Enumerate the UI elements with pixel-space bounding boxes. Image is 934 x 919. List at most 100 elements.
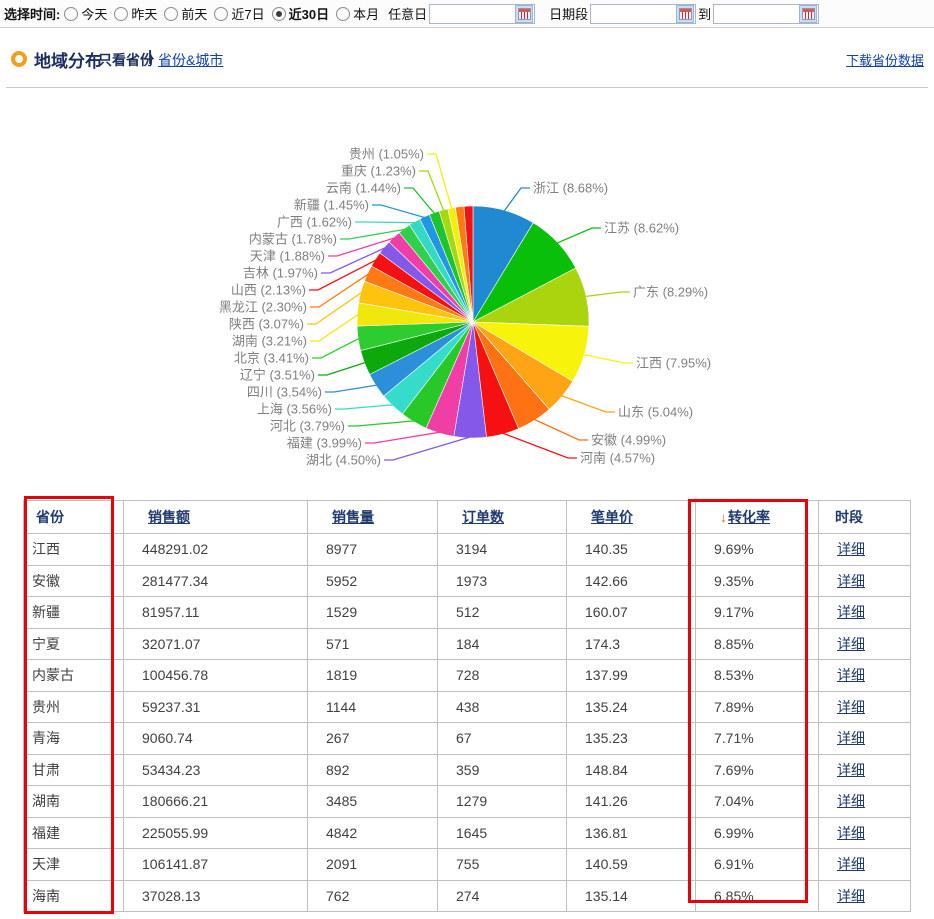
column-header-转化率[interactable]: ↓转化率 bbox=[695, 500, 819, 534]
detail-link-湖南[interactable]: 详细 bbox=[837, 793, 865, 810]
pie-label-重庆: 重庆 (1.23%) bbox=[341, 164, 416, 179]
range-from-calendar-button[interactable] bbox=[676, 4, 695, 23]
detail-link-贵州[interactable]: 详细 bbox=[837, 698, 865, 715]
detail-link-青海[interactable]: 详细 bbox=[837, 730, 865, 747]
time-radio-近7日[interactable]: 近7日 bbox=[214, 4, 265, 23]
cell-笔单价: 174.3 bbox=[566, 627, 696, 660]
cell-销售量: 4842 bbox=[307, 816, 438, 849]
cell-转化率: 9.17% bbox=[695, 596, 819, 629]
cell-销售量: 267 bbox=[307, 722, 438, 755]
table-row-青海: 青海 9060.74 267 67 135.23 7.71% 详细 bbox=[23, 722, 911, 755]
detail-link-宁夏[interactable]: 详细 bbox=[837, 635, 865, 652]
sort-link-订单数[interactable]: 订单数 bbox=[462, 509, 504, 525]
cell-订单数: 1279 bbox=[437, 785, 567, 818]
cell-detail: 详细 bbox=[818, 564, 911, 597]
cell-province: 新疆 bbox=[23, 596, 124, 629]
column-header-销售额[interactable]: 销售额 bbox=[123, 500, 308, 534]
sort-link-销售量[interactable]: 销售量 bbox=[332, 509, 374, 525]
pie-leader-line-山东 bbox=[561, 394, 615, 413]
calendar-icon bbox=[678, 7, 692, 20]
table-row-天津: 天津 106141.87 2091 755 140.59 6.91% 详细 bbox=[23, 848, 911, 881]
cell-销售额: 32071.07 bbox=[123, 627, 308, 660]
column-header-销售量[interactable]: 销售量 bbox=[307, 500, 438, 534]
column-header-订单数[interactable]: 订单数 bbox=[437, 500, 567, 534]
cell-订单数: 755 bbox=[437, 848, 567, 881]
radio-icon[interactable] bbox=[214, 6, 229, 21]
detail-link-天津[interactable]: 详细 bbox=[837, 856, 865, 873]
pie-label-内蒙古: 内蒙古 (1.78%) bbox=[249, 232, 337, 247]
pie-leader-line-天津 bbox=[328, 237, 395, 257]
download-province-data-link[interactable]: 下载省份数据 bbox=[845, 53, 924, 68]
anyday-date-input[interactable] bbox=[430, 5, 516, 22]
range-to-calendar-button[interactable] bbox=[799, 4, 818, 23]
pie-slice-other-27[interactable] bbox=[463, 205, 474, 323]
radio-icon[interactable] bbox=[164, 6, 179, 21]
cell-销售量: 1144 bbox=[307, 690, 438, 723]
cell-笔单价: 135.14 bbox=[566, 879, 696, 912]
range-from-input[interactable] bbox=[591, 5, 677, 22]
pie-leader-line-广西 bbox=[355, 221, 416, 224]
cell-detail: 详细 bbox=[818, 690, 911, 723]
pie-label-浙江: 浙江 (8.68%) bbox=[533, 181, 608, 196]
cell-笔单价: 140.59 bbox=[566, 848, 696, 881]
detail-link-海南[interactable]: 详细 bbox=[837, 887, 865, 904]
section-header: 地域分布 只看省份 | 省份&城市 下载省份数据 bbox=[0, 40, 934, 88]
cell-detail: 详细 bbox=[818, 627, 911, 660]
pie-leader-line-湖南 bbox=[310, 313, 359, 342]
radio-icon[interactable] bbox=[271, 6, 286, 21]
province-city-link[interactable]: 省份&城市 bbox=[158, 52, 224, 68]
pie-leader-line-江苏 bbox=[556, 227, 601, 244]
anyday-calendar-button[interactable] bbox=[515, 4, 534, 23]
pie-label-四川: 四川 (3.54%) bbox=[247, 385, 322, 400]
table-row-海南: 海南 37028.13 762 274 135.14 6.85% 详细 bbox=[23, 879, 911, 912]
table-header-row: 省份 销售额 销售量 订单数 笔单价 ↓转化率 时段 bbox=[23, 500, 911, 534]
cell-销售量: 8977 bbox=[307, 533, 438, 566]
pie-leader-line-北京 bbox=[312, 337, 360, 359]
cell-销售量: 5952 bbox=[307, 564, 438, 597]
pie-leader-line-吉林 bbox=[321, 247, 386, 274]
pie-label-安徽: 安徽 (4.99%) bbox=[591, 433, 666, 448]
cell-province: 甘肃 bbox=[23, 753, 124, 786]
cell-销售量: 1819 bbox=[307, 659, 438, 692]
time-radio-前天[interactable]: 前天 bbox=[164, 4, 207, 23]
pie-label-北京: 北京 (3.41%) bbox=[234, 351, 309, 366]
time-radio-label: 昨天 bbox=[131, 7, 158, 22]
cell-订单数: 1973 bbox=[437, 564, 567, 597]
cell-销售量: 2091 bbox=[307, 848, 438, 881]
cell-销售额: 180666.21 bbox=[123, 785, 308, 818]
column-header-笔单价[interactable]: 笔单价 bbox=[566, 500, 696, 534]
sort-link-转化率[interactable]: 转化率 bbox=[728, 509, 770, 525]
detail-link-安徽[interactable]: 详细 bbox=[837, 572, 865, 589]
time-radio-昨天[interactable]: 昨天 bbox=[114, 4, 157, 23]
time-radio-近30日[interactable]: 近30日 bbox=[271, 4, 329, 23]
detail-link-福建[interactable]: 详细 bbox=[837, 824, 865, 841]
sort-link-笔单价[interactable]: 笔单价 bbox=[591, 509, 633, 525]
radio-icon[interactable] bbox=[64, 6, 79, 21]
pie-label-云南: 云南 (1.44%) bbox=[326, 181, 401, 196]
radio-icon[interactable] bbox=[336, 6, 351, 21]
view-provinces-only-tab[interactable]: 只看省份 bbox=[98, 52, 154, 68]
range-to-input[interactable] bbox=[714, 5, 800, 22]
anyday-picker: 任意日 bbox=[386, 3, 536, 24]
pie-leader-line-河北 bbox=[348, 420, 415, 427]
cell-订单数: 1645 bbox=[437, 816, 567, 849]
detail-link-新疆[interactable]: 详细 bbox=[837, 604, 865, 621]
pie-label-江西: 江西 (7.95%) bbox=[636, 356, 711, 371]
time-filter-bar: 选择时间: 今天 昨天 前天 近7日 近30日 本月 任意日 日期段 到 bbox=[0, 0, 934, 28]
detail-link-江西[interactable]: 详细 bbox=[837, 541, 865, 558]
cell-province: 天津 bbox=[23, 848, 124, 881]
pie-label-湖南: 湖南 (3.21%) bbox=[232, 334, 307, 349]
cell-笔单价: 142.66 bbox=[566, 564, 696, 597]
cell-转化率: 6.91% bbox=[695, 848, 819, 881]
time-filter-label: 选择时间: bbox=[4, 7, 61, 22]
pie-leader-line-山西 bbox=[309, 259, 377, 291]
time-radio-今天[interactable]: 今天 bbox=[64, 4, 107, 23]
time-radio-本月[interactable]: 本月 bbox=[336, 4, 379, 23]
cell-销售量: 571 bbox=[307, 627, 438, 660]
detail-link-甘肃[interactable]: 详细 bbox=[837, 761, 865, 778]
pie-label-辽宁: 辽宁 (3.51%) bbox=[240, 368, 315, 383]
sort-link-销售额[interactable]: 销售额 bbox=[148, 509, 190, 525]
radio-icon[interactable] bbox=[114, 6, 129, 21]
detail-link-内蒙古[interactable]: 详细 bbox=[837, 667, 865, 684]
